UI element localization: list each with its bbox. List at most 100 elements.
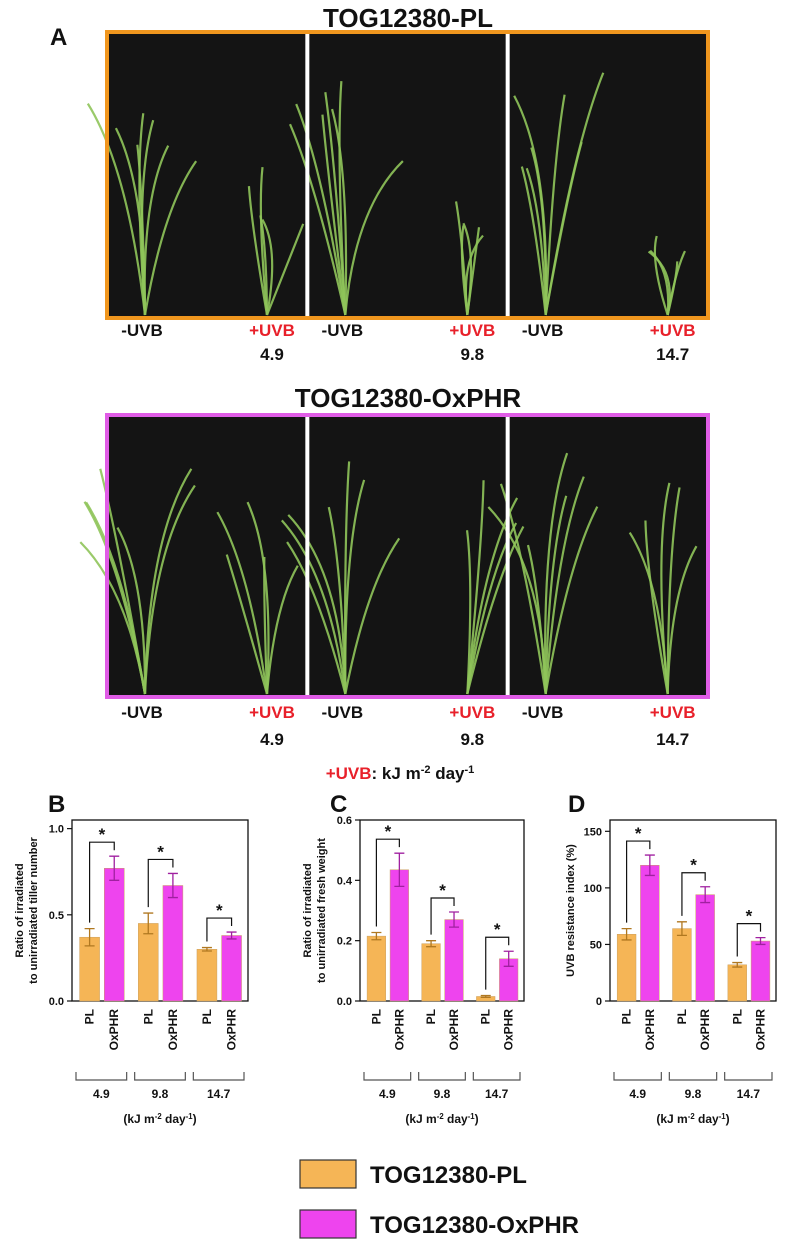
bar-label: OxPHR (643, 1009, 657, 1051)
bar (104, 868, 125, 1002)
dose-label: 14.7 (656, 730, 689, 749)
group-bracket (75, 1072, 128, 1081)
bar (421, 943, 441, 1002)
treatment-label: +UVB (449, 321, 495, 340)
error-bar (426, 940, 437, 948)
text-part: ) (193, 1112, 197, 1126)
panel-label: C (330, 791, 347, 818)
group-label: 4.9 (93, 1087, 110, 1101)
group-label: 14.7 (737, 1087, 761, 1101)
superscript: -2 (421, 764, 431, 776)
leaf (544, 506, 599, 695)
error-bar (109, 855, 120, 881)
leaf (286, 541, 347, 695)
bar-label: OxPHR (166, 1009, 180, 1051)
control-label: -UVB (121, 703, 163, 722)
legend-label: TOG12380-OxPHR (370, 1212, 579, 1239)
group-label: 14.7 (207, 1087, 231, 1101)
bar (695, 894, 715, 1002)
group-bracket (472, 1072, 521, 1081)
error-bar (84, 927, 95, 947)
y-tick-label: 0.4 (337, 875, 353, 887)
bar-label: PL (479, 1009, 493, 1024)
bar-label: PL (424, 1009, 438, 1024)
plot-frame (609, 819, 777, 1002)
significance-bracket (89, 841, 115, 923)
dose-label: 9.8 (461, 730, 485, 749)
leaf (143, 468, 193, 695)
leaf (321, 114, 347, 316)
leaf (344, 537, 401, 695)
bar (616, 934, 637, 1002)
bar-label: PL (369, 1009, 383, 1024)
leaf (513, 95, 548, 316)
leaf (288, 123, 347, 316)
leaf (116, 527, 147, 695)
control-label: -UVB (121, 321, 163, 340)
bar (389, 869, 409, 1002)
row-title: TOG12380-OxPHR (295, 383, 522, 413)
bar-label: OxPHR (392, 1009, 406, 1051)
significance-bracket (626, 840, 651, 923)
dose-label: 9.8 (461, 345, 485, 364)
photo-border (105, 30, 710, 320)
group-bracket (724, 1072, 773, 1081)
leaf (338, 81, 347, 316)
significance-bracket (485, 936, 510, 990)
leaf (653, 235, 669, 316)
superscript: -1 (719, 1112, 727, 1121)
bar (138, 923, 159, 1002)
y-tick-label: 100 (584, 883, 602, 895)
panel-label: D (568, 791, 585, 818)
error-bar (394, 852, 405, 888)
significance-label: * (746, 907, 753, 926)
text-part: (kJ m (656, 1112, 687, 1126)
bar (162, 885, 184, 1002)
control-label: -UVB (322, 703, 364, 722)
superscript: -2 (688, 1112, 696, 1121)
photo-border (105, 413, 710, 699)
error-bar (644, 854, 655, 877)
leaf (544, 476, 585, 695)
bar-label: OxPHR (225, 1009, 239, 1051)
leaf (525, 167, 547, 316)
treatment-label: +UVB (650, 703, 696, 722)
group-label: 4.9 (379, 1087, 396, 1101)
group-bracket (613, 1072, 662, 1081)
error-bar (449, 911, 460, 928)
control-label: -UVB (322, 321, 364, 340)
bar-label: PL (83, 1009, 97, 1024)
bar (196, 949, 218, 1002)
leaf (544, 72, 605, 316)
error-bar (167, 872, 178, 899)
treatment-label: +UVB (650, 321, 696, 340)
x-axis-label: (kJ m-2 day-1) (123, 1112, 196, 1127)
treatment-label: +UVB (326, 764, 372, 783)
text-part: day (444, 1112, 468, 1126)
photo-background (107, 32, 708, 318)
leaf (216, 511, 269, 695)
leaf (666, 487, 681, 695)
error-bar (480, 994, 491, 999)
row-title: TOG12380-PL (323, 3, 493, 33)
panel-label: B (48, 791, 65, 818)
leaf (464, 234, 484, 316)
group-label: 9.8 (434, 1087, 451, 1101)
significance-label: * (216, 901, 223, 920)
leaf (344, 160, 404, 316)
group-label: 4.9 (629, 1087, 646, 1101)
text-part: day (695, 1112, 719, 1126)
significance-bracket (206, 917, 233, 942)
text-part: : kJ m (372, 764, 421, 783)
error-bar (143, 912, 154, 935)
group-bracket (668, 1072, 718, 1081)
leaf (544, 94, 566, 316)
bar-label: PL (730, 1009, 744, 1024)
y-tick-label: 0.0 (337, 996, 352, 1008)
group-bracket (192, 1072, 245, 1081)
treatment-label: +UVB (449, 703, 495, 722)
y-tick-label: 150 (584, 826, 602, 838)
superscript: -2 (155, 1112, 163, 1121)
leaf (261, 219, 274, 316)
group-label: 9.8 (152, 1087, 169, 1101)
